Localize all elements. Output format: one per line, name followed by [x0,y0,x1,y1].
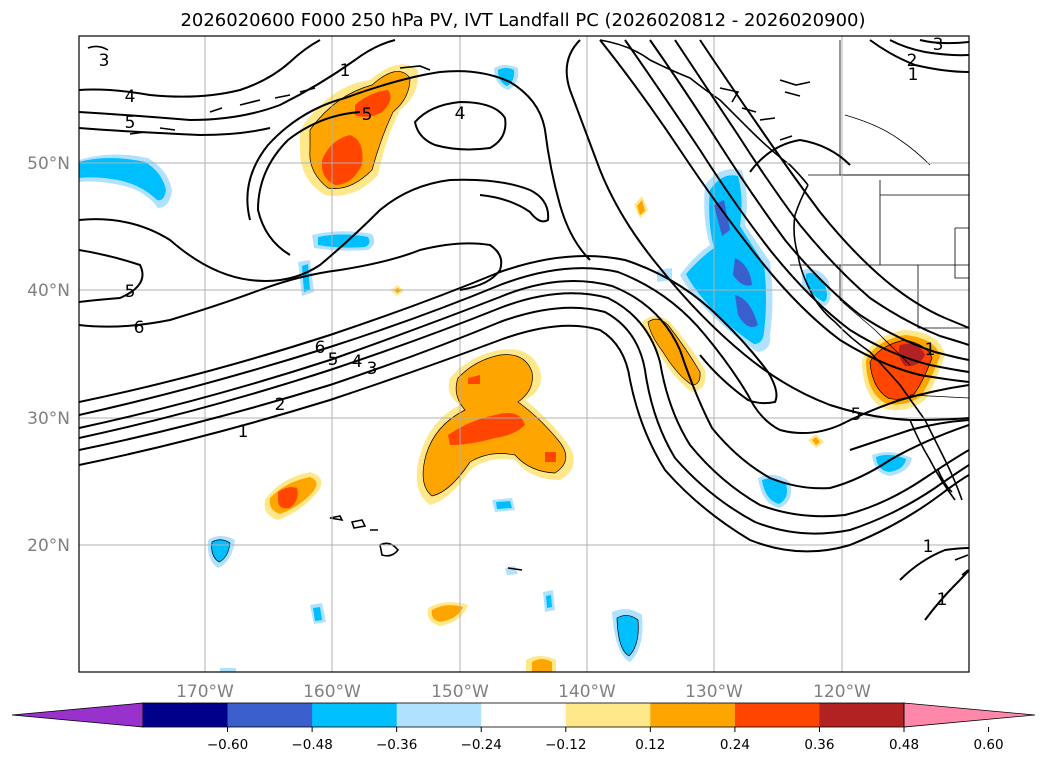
colorbar-tick-label: 0.60 [974,737,1004,753]
colorbar-segment [650,703,736,727]
colorbar-tick-label: 0.12 [635,737,665,753]
gridlines [79,36,969,672]
lat-tick-labels: 50°N 40°N 30°N 20°N [27,154,70,556]
contour-label: 1 [238,422,249,442]
contour-label: 1 [937,590,948,610]
contour-label: 4 [125,87,136,107]
contour-label: 3 [367,359,378,379]
colorbar-segment [819,703,905,727]
contour-label: 4 [352,352,363,372]
colorbar-tick-label: −0.48 [291,737,332,753]
colorbar-tick-label: −0.12 [545,737,586,753]
contour-label: 4 [455,104,466,124]
contour-label: 5 [328,350,339,370]
pv-contours [79,39,969,621]
colorbar-tick-label: 0.24 [720,737,750,753]
shading-outlines [211,71,933,657]
lon-tick-label: 170°W [176,682,234,702]
lon-tick-label: 160°W [303,682,361,702]
colorbar-segment [734,703,820,727]
contour-label: 1 [908,65,919,85]
coastlines [87,39,969,576]
lat-tick-label: 30°N [27,409,70,429]
contour-label: 1 [340,61,351,81]
lon-tick-label: 140°W [558,682,616,702]
political-borders [790,40,969,399]
colorbar-segment [227,703,313,727]
lon-tick-labels: 170°W 160°W 150°W 140°W 130°W 120°W [176,682,871,702]
colorbar-outline [142,702,905,728]
colorbar: −0.60 −0.48 −0.36 −0.24 −0.12 0.12 0.24 0.36 0.4… [11,702,1036,753]
contour-label: 6 [315,338,326,358]
contour-label: 5 [125,113,136,133]
lat-tick-label: 40°N [27,281,70,301]
colorbar-tick-label: 0.36 [804,737,834,753]
contour-label: 3 [99,51,110,71]
lon-tick-label: 150°W [431,682,489,702]
colorbar-extension-low [11,702,144,728]
contour-label: 5 [851,405,862,425]
contour-labels: 3 4 5 1 5 4 5 6 6 5 4 3 2 1 2 1 3 5 1 1 … [99,35,948,610]
contour-label: 2 [275,395,286,415]
contour-label: 2 [907,51,918,71]
colorbar-tick-label: −0.24 [461,737,502,753]
lat-tick-label: 20°N [27,536,70,556]
colorbar-tick-label: −0.60 [207,737,248,753]
positive-shading [264,64,945,672]
contour-label: 3 [933,35,944,55]
colorbar-tick-label: 0.48 [889,737,919,753]
colorbar-segment [396,703,482,727]
colorbar-segment [565,703,651,727]
map-frame [78,35,970,673]
lat-tick-label: 50°N [27,154,70,174]
contour-label: 5 [125,282,136,302]
colorbar-segment [143,703,229,727]
contour-label: 5 [362,105,373,125]
colorbar-tick-label: −0.36 [376,737,417,753]
figure-title: 2026020600 F000 250 hPa PV, IVT Landfall… [180,10,865,31]
colorbar-segment [312,703,398,727]
lon-tick-label: 130°W [685,682,743,702]
colorbar-segment [481,703,567,727]
contour-label: 6 [134,318,145,338]
colorbar-extension-high [903,702,1036,728]
map-content: 3 4 5 1 5 4 5 6 6 5 4 3 2 1 2 1 3 5 1 1 … [79,35,969,672]
contour-label: 1 [923,537,934,557]
contour-label: 1 [925,340,936,360]
lon-tick-label: 120°W [813,682,871,702]
